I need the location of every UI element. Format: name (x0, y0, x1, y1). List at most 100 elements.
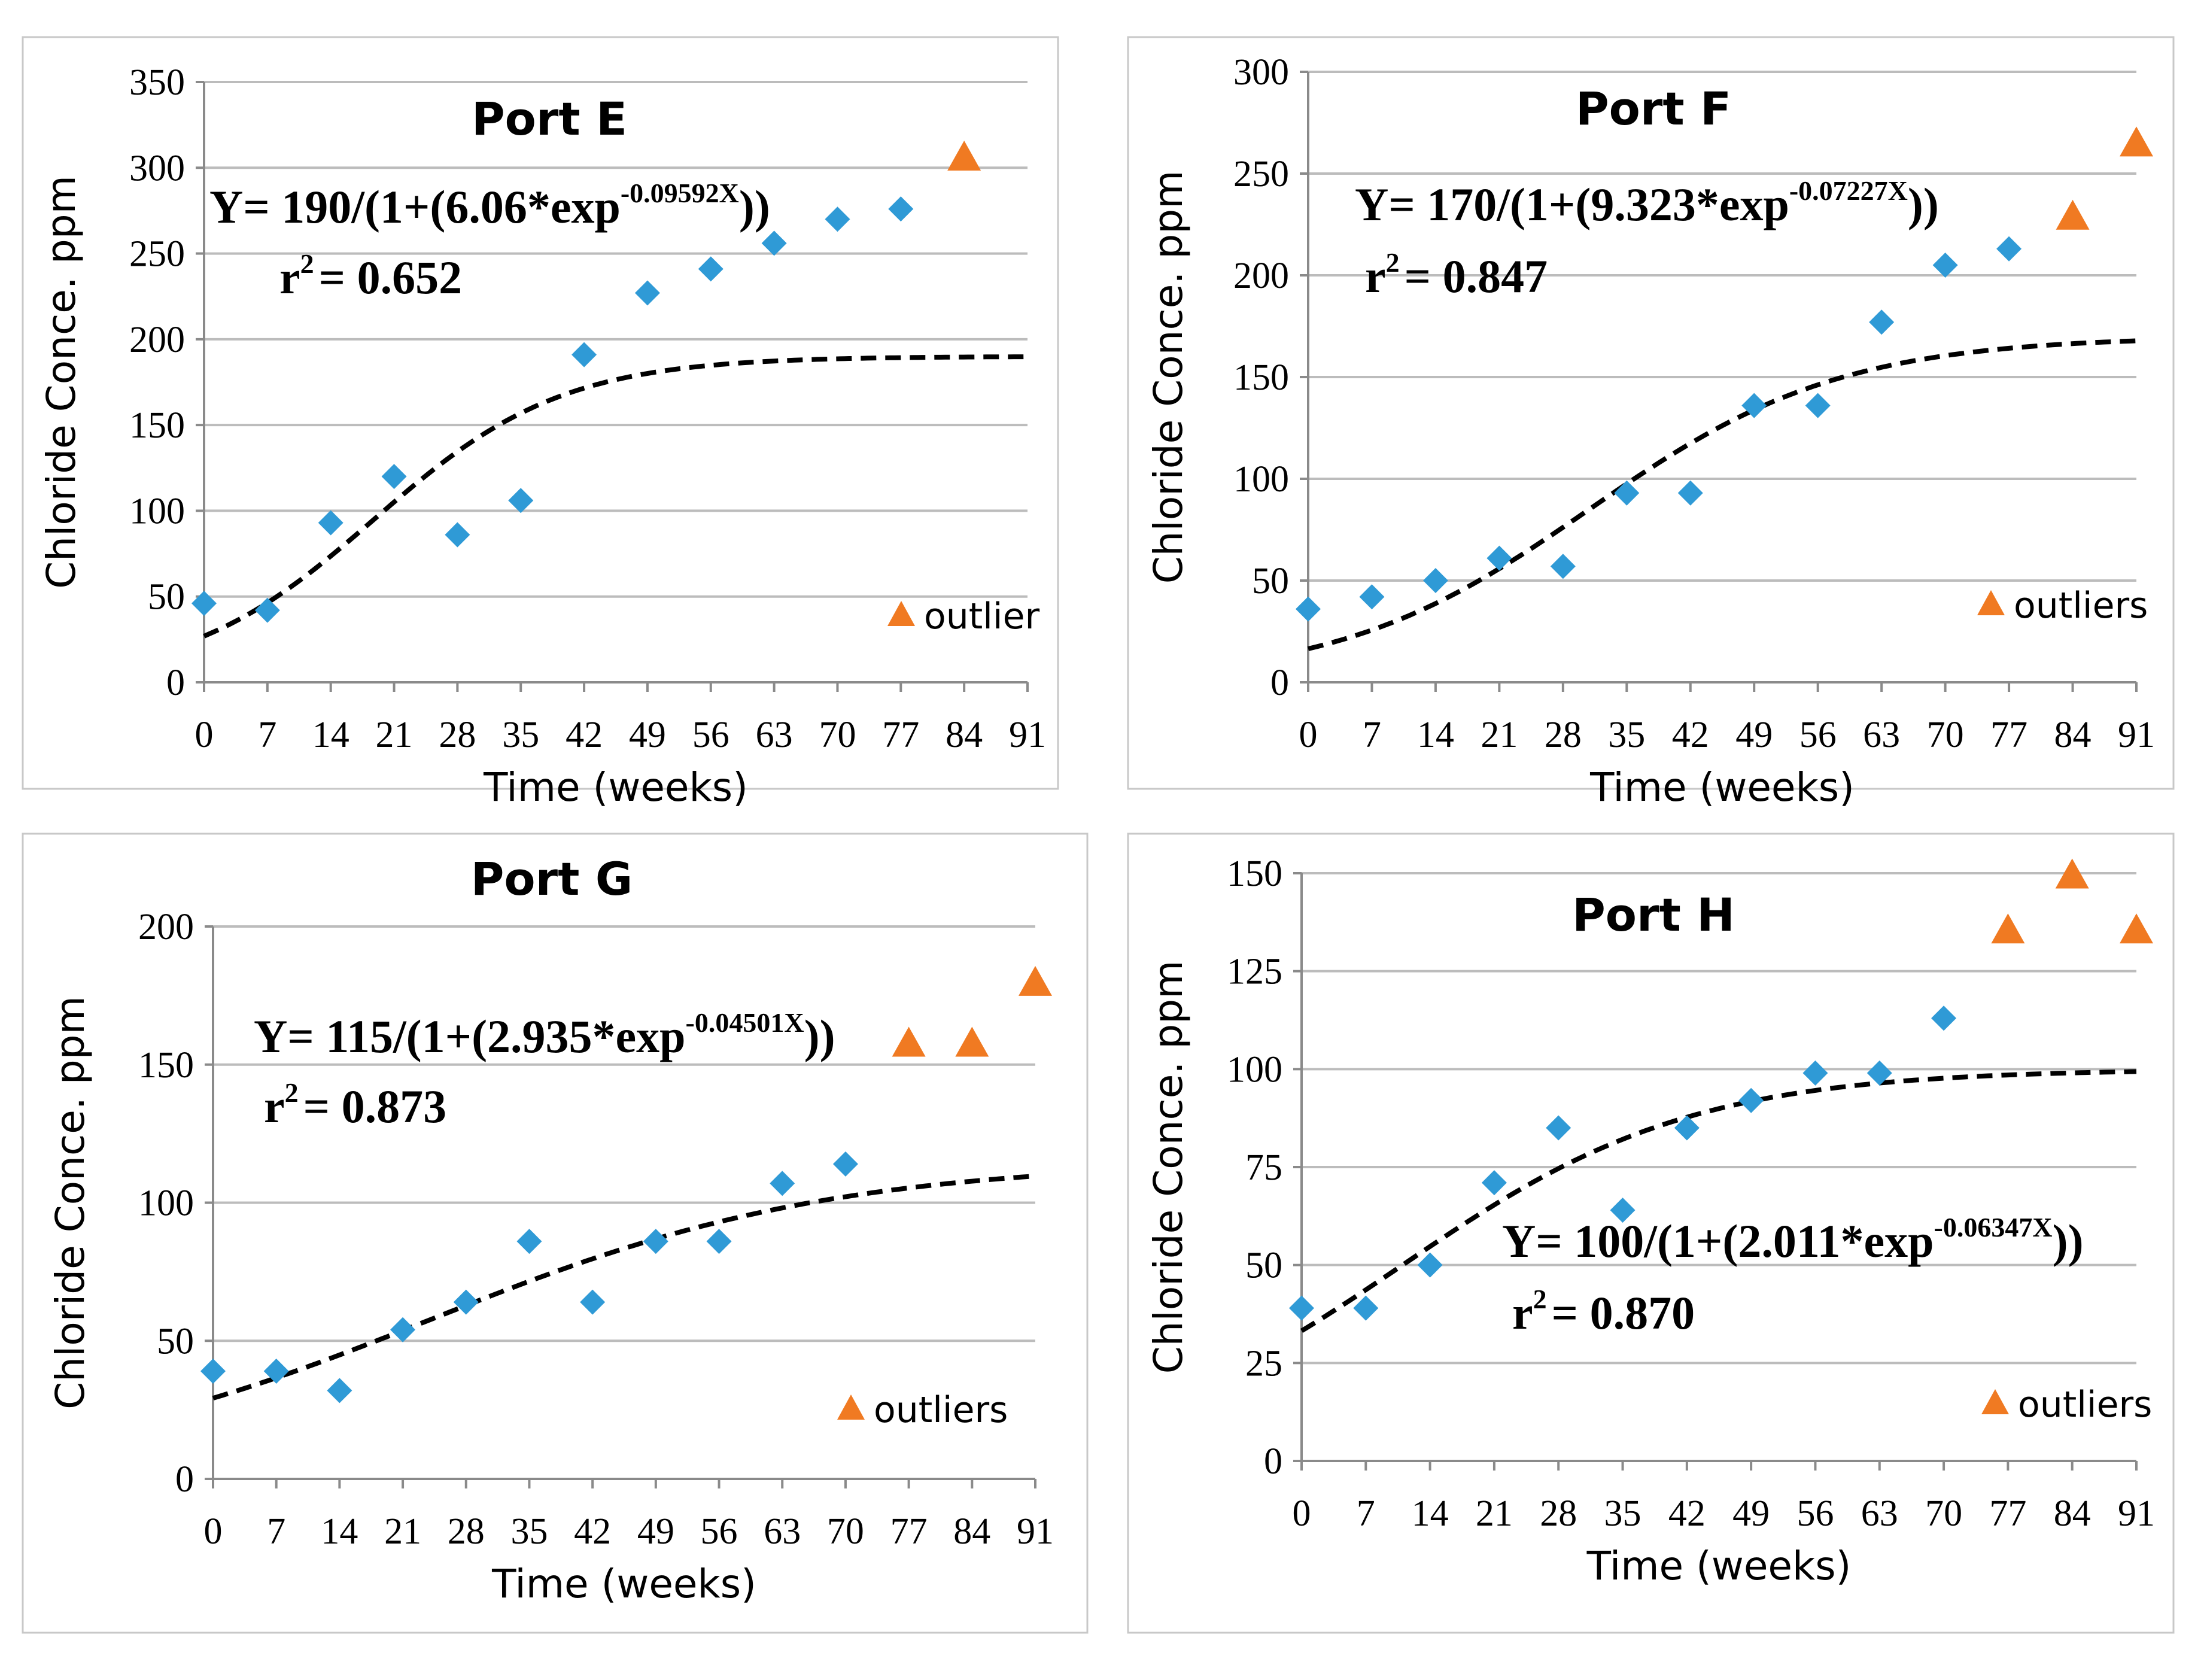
equation-exponent: -0.06347X (1934, 1212, 2053, 1242)
x-tick-label: 42 (574, 1511, 611, 1552)
x-axis-title: Time (weeks) (1586, 1543, 1852, 1589)
chart-title: Port G (471, 852, 633, 906)
x-tick-label: 56 (701, 1511, 738, 1552)
fit-equation: Y= 100/(1+(2.011*exp-0.06347X)) (1502, 1212, 2084, 1267)
y-tick-label: 50 (1245, 1245, 1282, 1286)
y-tick-label: 200 (129, 320, 185, 360)
data-point-observed (1289, 1295, 1314, 1321)
x-tick-label: 63 (1863, 715, 1900, 755)
data-point-observed (453, 1289, 479, 1315)
x-tick-label: 21 (376, 715, 413, 755)
data-point-observed (445, 522, 470, 548)
y-tick-label: 0 (1264, 1441, 1282, 1482)
x-tick-label: 70 (1927, 715, 1964, 755)
y-tick-label: 150 (138, 1045, 194, 1086)
r-squared: r2 = 0.652 (279, 248, 462, 303)
y-tick-label: 300 (1233, 52, 1289, 93)
chart-title: Port F (1576, 82, 1731, 135)
y-tick-label: 50 (148, 577, 185, 618)
data-point-observed (1805, 393, 1831, 418)
y-tick-label: 200 (138, 907, 194, 947)
fit-equation: Y= 190/(1+(6.06*exp-0.09592X)) (209, 178, 770, 233)
data-point-observed (1677, 480, 1703, 506)
r-squared-value: = 0.873 (303, 1080, 446, 1132)
x-tick-label: 0 (1293, 1493, 1311, 1534)
data-point-observed (1931, 1005, 1957, 1031)
data-point-outlier (2056, 199, 2090, 230)
chart-title: Port H (1572, 888, 1735, 941)
x-tick-label: 91 (2118, 715, 2155, 755)
y-tick-label: 300 (129, 148, 185, 189)
legend-outlier-marker (887, 601, 915, 626)
x-tick-label: 91 (1009, 715, 1046, 755)
x-tick-label: 49 (1732, 1493, 1770, 1534)
y-tick-label: 150 (129, 405, 185, 446)
x-tick-label: 28 (1545, 715, 1582, 755)
legend-label: outliers (2018, 1384, 2152, 1426)
fit-equation: Y= 170/(1+(9.323*exp-0.07227X)) (1355, 175, 1939, 230)
data-point-observed (327, 1378, 352, 1403)
x-axis-title: Time (weeks) (491, 1561, 756, 1607)
data-point-outlier (947, 140, 981, 171)
data-point-observed (1741, 393, 1767, 418)
data-point-observed (516, 1229, 542, 1254)
r-squared-exponent: 2 (300, 248, 314, 279)
y-tick-label: 0 (166, 663, 185, 703)
data-point-outlier (1991, 913, 2025, 944)
data-point-observed (1417, 1252, 1443, 1278)
chart-title: Port E (472, 92, 627, 145)
data-point-observed (1422, 568, 1448, 593)
x-tick-label: 0 (204, 1511, 223, 1552)
fit-curve (1308, 338, 2137, 651)
legend-outlier-marker (1981, 1389, 2009, 1414)
x-tick-label: 49 (637, 1511, 674, 1552)
r-squared-symbol: r (264, 1080, 285, 1132)
r-squared-symbol: r (279, 251, 300, 303)
y-tick-label: 150 (1233, 357, 1289, 398)
panel-frame (1127, 36, 2175, 790)
data-point-observed (770, 1171, 795, 1196)
x-tick-label: 77 (1989, 1493, 2026, 1534)
x-tick-label: 14 (321, 1511, 358, 1552)
x-tick-label: 63 (756, 715, 793, 755)
x-tick-label: 77 (882, 715, 919, 755)
y-axis-title: Chloride Conce. ppm (38, 175, 84, 589)
x-tick-label: 0 (1299, 715, 1318, 755)
x-tick-label: 56 (1799, 715, 1837, 755)
equation-prefix: Y= 190/(1+(6.06*exp (209, 181, 621, 233)
panel-frame (22, 833, 1089, 1634)
data-point-observed (1869, 309, 1895, 335)
r-squared-exponent: 2 (1386, 247, 1400, 278)
chart-panel-port-e: 0 50 100 150 200 250 300 350 0 7 14 21 28 35 42 49 56 63 7… (22, 36, 1059, 810)
equation-exponent: -0.09592X (621, 178, 739, 208)
y-tick-label: 100 (1227, 1049, 1282, 1090)
data-point-outlier (955, 1026, 989, 1057)
r-squared-exponent: 2 (285, 1077, 299, 1108)
data-point-observed (1674, 1115, 1700, 1141)
x-tick-label: 7 (1363, 715, 1381, 755)
chart-panel-port-f: 0 50 100 150 200 250 300 0 7 14 21 28 35 42 49 56 63 70 77… (1127, 36, 2175, 810)
data-point-observed (1359, 584, 1385, 610)
x-axis-title: Time (weeks) (1589, 764, 1855, 810)
equation-suffix: )) (804, 1010, 835, 1062)
data-point-observed (832, 1151, 858, 1177)
data-point-outlier (2120, 913, 2153, 944)
y-tick-label: 100 (129, 491, 185, 531)
x-tick-label: 56 (692, 715, 729, 755)
fit-equation: Y= 115/(1+(2.935*exp-0.04501X)) (254, 1007, 835, 1062)
y-tick-label: 50 (157, 1321, 194, 1362)
x-tick-label: 42 (1668, 1493, 1706, 1534)
data-point-observed (572, 342, 597, 367)
r-squared-symbol: r (1365, 250, 1386, 302)
x-tick-label: 63 (1861, 1493, 1898, 1534)
y-axis-title: Chloride Conce. ppm (1145, 961, 1191, 1374)
x-tick-label: 42 (1672, 715, 1709, 755)
data-point-observed (508, 488, 534, 514)
r-squared-symbol: r (1512, 1287, 1533, 1339)
x-tick-label: 28 (439, 715, 476, 755)
data-point-observed (825, 206, 850, 232)
x-tick-label: 49 (1735, 715, 1773, 755)
data-point-observed (634, 280, 660, 306)
y-tick-label: 250 (129, 234, 185, 275)
data-point-observed (390, 1317, 416, 1342)
